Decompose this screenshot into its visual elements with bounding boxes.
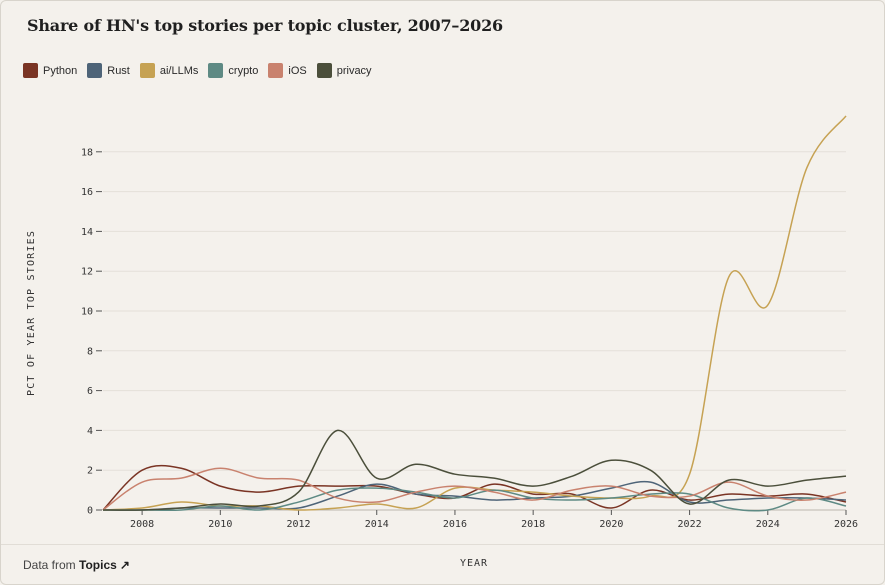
axis-layer: 0 2 4 6 8 10 12 14 16 18 2008 2010 2012 2014 2016 2018 2… xyxy=(81,147,858,530)
series-line-privacy[interactable] xyxy=(102,429,847,511)
legend-item-ios[interactable]: iOS xyxy=(268,63,307,78)
series-line-crypto[interactable] xyxy=(102,487,847,512)
series-line-ai-llms[interactable] xyxy=(102,115,847,511)
legend-item-python[interactable]: Python xyxy=(23,63,77,78)
legend-swatch-ai-llms xyxy=(139,63,155,78)
legend-swatch-python xyxy=(23,63,38,78)
source-link-label: Topics xyxy=(79,558,117,572)
legend-label-ai-llms: ai/LLMs xyxy=(159,64,199,77)
series-line-rust[interactable] xyxy=(102,480,847,511)
x-tick-label: 2014 xyxy=(365,519,389,530)
x-tick-label: 2020 xyxy=(599,519,623,530)
legend-item-crypto[interactable]: crypto xyxy=(208,63,258,78)
chart-title: Share of HN's top stories per topic clus… xyxy=(27,16,503,35)
x-tick-label: 2008 xyxy=(130,519,154,530)
y-axis-label: PCT OF YEAR TOP STORIES xyxy=(26,230,37,396)
legend-label-python: Python xyxy=(43,64,78,77)
legend-swatch-crypto xyxy=(208,63,224,78)
y-tick-label: 14 xyxy=(81,227,93,238)
legend-item-ai-llms[interactable]: ai/LLMs xyxy=(139,63,199,78)
y-tick-label: 2 xyxy=(87,466,93,477)
legend-item-rust[interactable]: Rust xyxy=(87,63,130,78)
footer-divider xyxy=(1,544,884,545)
series-line-ios[interactable] xyxy=(102,467,847,511)
legend-label-crypto: crypto xyxy=(228,64,259,77)
series-line-python[interactable] xyxy=(102,464,847,511)
legend-label-ios: iOS xyxy=(288,64,307,77)
y-tick-label: 18 xyxy=(81,147,93,158)
x-tick-label: 2022 xyxy=(678,519,702,530)
y-tick-label: 10 xyxy=(81,307,93,318)
y-tick-label: 0 xyxy=(87,506,93,517)
external-link-arrow-icon: ↗ xyxy=(119,558,130,572)
legend: Python Rust ai/LLMs crypto iOS privacy xyxy=(23,63,372,78)
legend-label-privacy: privacy xyxy=(336,64,372,77)
grid-layer xyxy=(103,151,846,511)
legend-swatch-rust xyxy=(87,63,103,78)
line-chart: 0 2 4 6 8 10 12 14 16 18 2008 2010 2012 2014 2016 2018 2… xyxy=(26,115,858,530)
x-tick-label: 2016 xyxy=(443,519,467,530)
source-link-topics[interactable]: Topics ↗ xyxy=(79,558,130,572)
x-tick-label: 2010 xyxy=(208,519,232,530)
x-tick-label: 2018 xyxy=(521,519,545,530)
source-note: Data from Topics ↗ xyxy=(23,558,130,572)
y-tick-label: 6 xyxy=(87,386,93,397)
x-tick-label: 2024 xyxy=(756,519,780,530)
legend-swatch-ios xyxy=(268,63,284,78)
x-tick-label: 2012 xyxy=(286,519,310,530)
legend-item-privacy[interactable]: privacy xyxy=(316,63,372,78)
y-tick-label: 8 xyxy=(87,346,93,357)
x-axis-label: YEAR xyxy=(460,558,489,569)
series-layer xyxy=(102,115,847,512)
y-tick-label: 4 xyxy=(87,426,93,437)
y-tick-label: 12 xyxy=(81,267,93,278)
source-prefix: Data from xyxy=(23,558,76,572)
legend-label-rust: Rust xyxy=(107,64,130,77)
y-tick-label: 16 xyxy=(81,187,93,198)
legend-swatch-privacy xyxy=(316,63,332,78)
x-tick-label: 2026 xyxy=(834,519,858,530)
